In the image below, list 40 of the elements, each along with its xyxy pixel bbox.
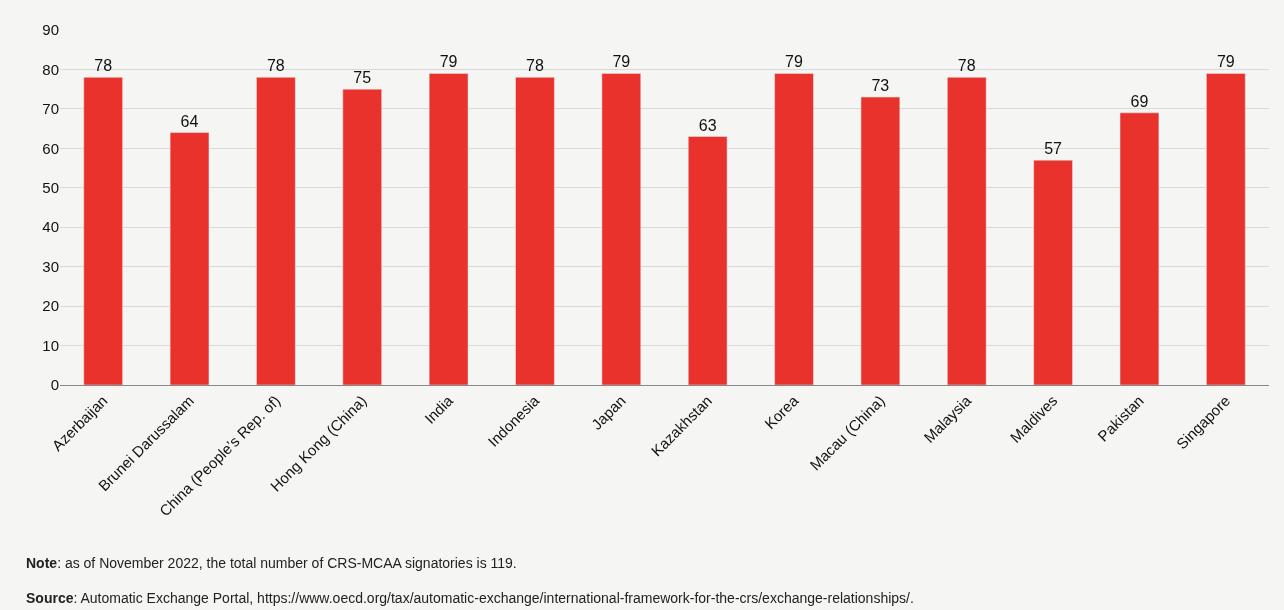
data-label: 79: [439, 53, 458, 71]
bar: [774, 73, 814, 385]
data-label: 78: [526, 57, 544, 75]
y-tick-label: 10: [42, 336, 59, 354]
data-label: 73: [871, 77, 890, 95]
y-tick-label: 40: [42, 218, 59, 236]
source-note: Source: Automatic Exchange Portal, https://www.oecd.org/tax/automatic-exchange/international-framework-for-the-crs/exchange-relationships/.: [26, 590, 914, 606]
y-tick-label: 90: [42, 21, 59, 39]
data-label: 75: [353, 69, 372, 87]
bar: [169, 132, 210, 385]
bar: [601, 73, 641, 385]
y-tick-label: 50: [42, 179, 59, 197]
y-tick-label: 0: [50, 376, 59, 394]
bar: [947, 77, 987, 385]
y-tick-label: 80: [42, 60, 59, 78]
bar: [515, 77, 555, 385]
data-label: 79: [1216, 53, 1235, 71]
bar: [1033, 159, 1073, 385]
bar: [1206, 73, 1246, 385]
data-label: 63: [698, 116, 717, 134]
data-label: 78: [266, 57, 285, 75]
bar: [1119, 112, 1160, 385]
text: Note: as of November 2022, the total number of CRS-MCAA signatories is 119.: [26, 555, 517, 571]
bar: [860, 96, 901, 385]
y-tick-label: 70: [42, 100, 59, 118]
data-label: 69: [1130, 92, 1149, 110]
bar: [256, 77, 296, 385]
data-label: 57: [1044, 140, 1063, 158]
y-tick-label: 60: [42, 139, 59, 157]
data-label: 79: [785, 53, 803, 71]
data-label: 78: [94, 57, 113, 75]
data-label: 78: [957, 57, 976, 75]
bar: [342, 88, 382, 385]
bar: [428, 73, 469, 385]
y-tick-label: 30: [42, 257, 59, 275]
data-label: 64: [180, 112, 199, 130]
bar: [83, 77, 123, 385]
bar: [688, 136, 728, 385]
data-label: 79: [612, 53, 631, 71]
y-tick-label: 20: [42, 297, 59, 315]
